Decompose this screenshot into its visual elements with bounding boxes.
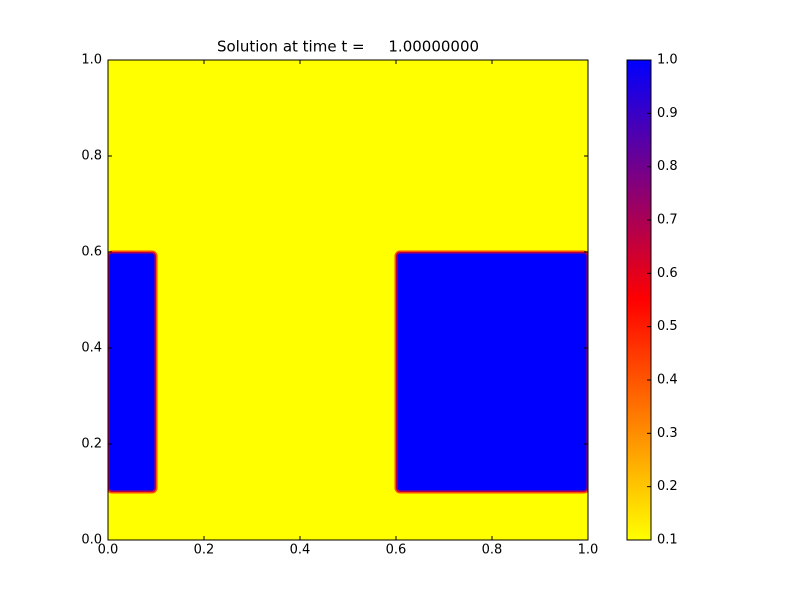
plot-area — [108, 60, 588, 540]
colorbar-tick-label: 0.4 — [657, 373, 678, 388]
y-tick-label: 0.2 — [81, 437, 102, 452]
x-tick-label: 0.2 — [194, 543, 215, 558]
y-tick-label: 1.0 — [81, 53, 102, 68]
x-tick-label: 0.0 — [98, 543, 119, 558]
x-tick-label: 0.8 — [482, 543, 503, 558]
heatmap-region — [108, 250, 158, 494]
colorbar-tick-label: 0.2 — [657, 479, 678, 494]
plot-frame — [107, 59, 589, 541]
y-tick-label: 0.8 — [81, 149, 102, 164]
colorbar-tick-label: 1.0 — [657, 53, 678, 68]
colorbar-tick-label: 0.9 — [657, 106, 678, 121]
heatmap-region — [394, 250, 588, 494]
y-tick-label: 0.4 — [81, 341, 102, 356]
x-tick-label: 0.4 — [290, 543, 311, 558]
chart-title: Solution at time t = 1.00000000 — [217, 38, 479, 56]
colorbar-tick-label: 0.3 — [657, 426, 678, 441]
colorbar-tick-label: 0.7 — [657, 213, 678, 228]
colorbar — [626, 59, 652, 541]
colorbar-tick-label: 0.8 — [657, 159, 678, 174]
y-tick-label: 0.0 — [81, 533, 102, 548]
colorbar-tick-label: 0.5 — [657, 319, 678, 334]
x-tick-label: 1.0 — [578, 543, 599, 558]
colorbar-tick-label: 0.1 — [657, 533, 678, 548]
colorbar-tick-label: 0.6 — [657, 266, 678, 281]
x-tick-label: 0.6 — [386, 543, 407, 558]
y-tick-label: 0.6 — [81, 245, 102, 260]
